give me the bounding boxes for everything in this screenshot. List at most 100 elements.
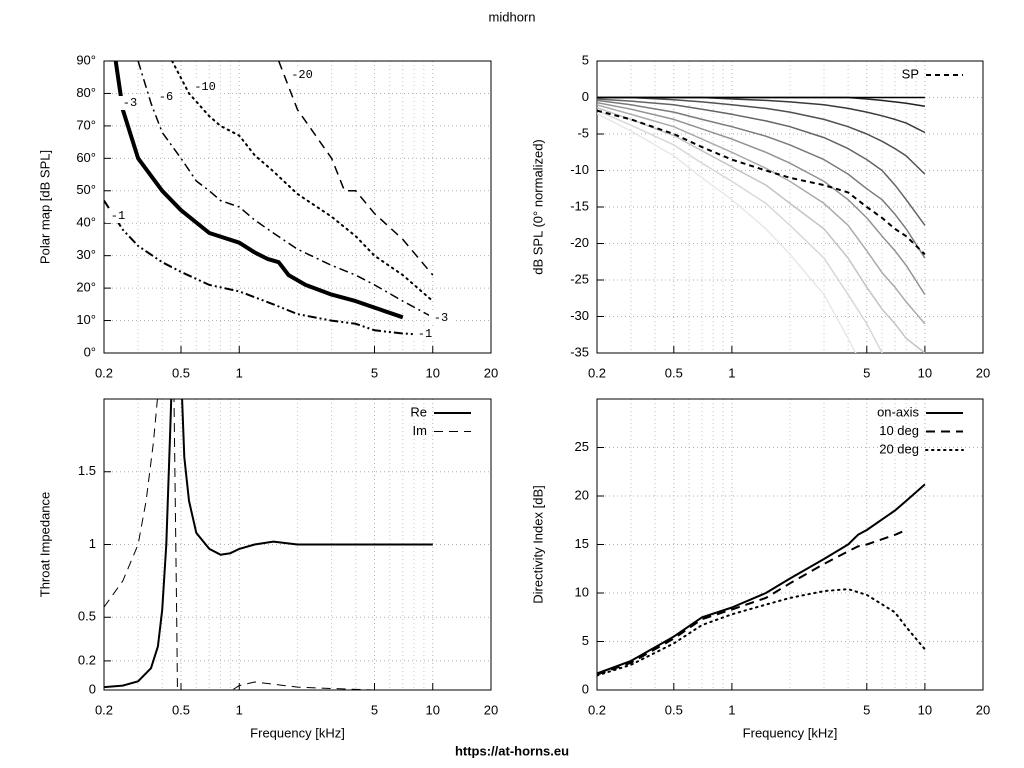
series-line [597,104,926,325]
y-axis-label: Directivity Index [dB] [530,485,545,604]
x-axis-label: Frequency [kHz] [250,725,345,740]
y-tick-label: -20 [570,235,589,250]
legend-label: SP [902,66,919,81]
y-tick-label: -25 [570,271,589,286]
x-tick-label: 10 [426,702,440,717]
series-line [597,101,926,296]
series-line [597,109,883,353]
series-line [137,61,434,318]
legend-label: 20 deg [879,441,919,456]
x-tick-label: 0.2 [588,365,606,380]
y-tick-label: 0.5 [78,609,96,624]
y-axis-label: Throat Impedance [37,492,52,598]
y-tick-label: 0 [582,89,589,104]
series-line [104,399,433,689]
series-line [597,112,857,353]
x-tick-label: 1 [236,365,243,380]
x-tick-label: 1 [728,365,735,380]
x-tick-label: 0.2 [588,702,606,717]
series-line [597,106,926,353]
y-tick-label: 15 [575,536,589,551]
series-line [104,399,433,690]
x-tick-label: 10 [918,702,932,717]
y-tick-label: 20 [575,487,589,502]
y-tick-label: 80° [76,85,96,100]
y-tick-label: 60° [76,150,96,165]
legend-label: 10 deg [879,423,919,438]
y-tick-label: -10 [570,162,589,177]
contour-label-bg [154,90,178,104]
chart: 0.2 0.5 1 5 10 20 0 0.2 0.5 1 1.5 Throat Impedance F… [37,398,498,740]
contour-label-bg [429,311,453,325]
contour-label: -10 [194,80,216,94]
x-tick-label: 20 [484,365,498,380]
series-line [278,61,434,276]
series-line [597,99,926,259]
series-line [171,61,434,303]
y-tick-label: -5 [577,125,589,140]
contour-label-bg [290,68,314,82]
x-tick-label: 0.5 [172,365,190,380]
plot-area [597,483,926,677]
y-tick-label: 0 [89,681,96,696]
x-tick-label: 0.5 [665,702,683,717]
plot-frame [103,60,492,354]
chart: 0.2 0.5 1 5 10 20 0° 10° 20° 30° 40° 50° 60° 70° 80° 90… [37,52,498,380]
plot-area [597,96,926,353]
series-line [597,109,926,256]
y-tick-label: 90° [76,52,96,67]
contour-label: -1 [111,209,125,223]
series-line [597,483,926,675]
legend-label: Re [410,404,427,419]
contour-label: -3 [434,311,448,325]
y-tick-label: 50° [76,182,96,197]
contour-label: -3 [123,96,137,110]
plot-frame [596,60,984,354]
contour-label: -6 [159,90,173,104]
x-tick-label: 20 [976,702,990,717]
x-tick-label: 0.2 [95,702,113,717]
contour-label: -20 [291,68,313,82]
y-axis-label: Polar map [dB SPL] [37,150,52,264]
x-axis-label: Frequency [kHz] [743,725,838,740]
plot-area [104,399,433,690]
y-tick-label: -30 [570,308,589,323]
chart: 0.2 0.5 1 5 10 20 -35 -30 -25 -20 -15 -10 -5 0 5 dB SPL… [530,52,990,380]
series-line [597,529,907,676]
y-tick-label: 70° [76,117,96,132]
x-tick-label: 5 [371,365,378,380]
legend-label: Im [413,423,427,438]
series-line [104,199,433,337]
series-line [597,98,926,226]
contour-label-bg [413,327,437,341]
x-tick-label: 0.5 [172,702,190,717]
contour-label-bg [106,209,130,223]
y-tick-label: 20° [76,280,96,295]
contour-label-bg [118,96,142,110]
contour-label: -1 [418,327,432,341]
plot-area [104,61,434,337]
y-tick-label: 5 [582,52,589,67]
y-tick-label: 10 [575,584,589,599]
plot-frame [103,398,492,691]
y-tick-label: 25 [575,439,589,454]
footer: https://at-horns.eu [455,743,569,758]
y-tick-label: -15 [570,198,589,213]
legend-label: on-axis [877,404,919,419]
y-tick-label: 1 [89,536,96,551]
y-tick-label: 40° [76,215,96,230]
y-tick-label: -35 [570,344,589,359]
contour-label-bg [193,80,217,94]
x-tick-label: 1 [236,702,243,717]
series-line [597,96,926,175]
y-tick-label: 1.5 [78,463,96,478]
x-tick-label: 1 [728,702,735,717]
y-tick-label: 5 [582,633,589,648]
x-tick-label: 5 [863,702,870,717]
x-tick-label: 0.2 [95,365,113,380]
page-title: midhorn [489,9,536,24]
plot-frame [596,398,984,691]
y-axis-label: dB SPL (0° normalized) [530,139,545,275]
